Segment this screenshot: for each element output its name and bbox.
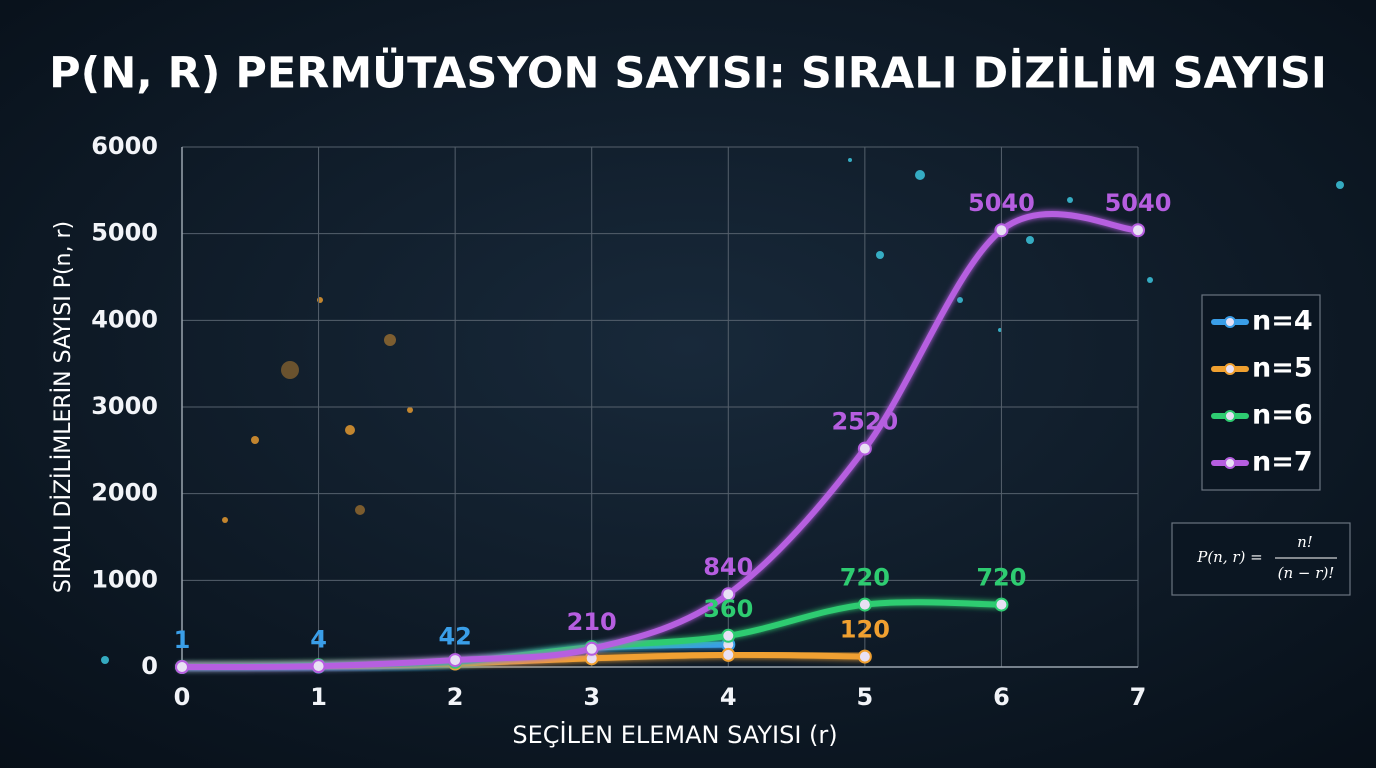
y-tick-label: 1000 bbox=[91, 565, 158, 593]
formula-lhs: P(n, r) = bbox=[1196, 548, 1263, 566]
data-point bbox=[721, 587, 736, 602]
legend-label: n=5 bbox=[1252, 353, 1313, 384]
legend-marker bbox=[1224, 457, 1236, 469]
y-tick-label: 0 bbox=[141, 652, 158, 680]
x-tick-label: 5 bbox=[857, 683, 874, 711]
formula-numerator: n! bbox=[1297, 533, 1313, 551]
data-point bbox=[857, 441, 872, 456]
data-point bbox=[857, 649, 872, 664]
x-tick-label: 6 bbox=[993, 683, 1010, 711]
data-label: 720 bbox=[840, 564, 890, 592]
data-label: 120 bbox=[840, 616, 890, 644]
data-label: 210 bbox=[567, 608, 617, 636]
series-line bbox=[179, 211, 1141, 670]
data-label: 5040 bbox=[968, 189, 1035, 217]
x-tick-label: 0 bbox=[174, 683, 191, 711]
legend-marker bbox=[1224, 363, 1236, 375]
legend-label: n=4 bbox=[1252, 306, 1313, 337]
data-label: 720 bbox=[976, 564, 1026, 592]
formula-denominator: (n − r)! bbox=[1278, 564, 1335, 582]
legend-label: n=6 bbox=[1252, 400, 1313, 431]
x-axis-label: SEÇİLEN ELEMAN SAYISI (r) bbox=[512, 720, 837, 749]
data-label: 1 bbox=[174, 626, 191, 654]
data-point bbox=[857, 597, 872, 612]
data-label: 2520 bbox=[831, 408, 898, 436]
particles bbox=[101, 158, 1344, 664]
data-point bbox=[584, 641, 599, 656]
legend-box bbox=[1201, 294, 1321, 491]
data-point bbox=[994, 223, 1009, 238]
x-tick-label: 3 bbox=[583, 683, 600, 711]
data-point bbox=[721, 647, 736, 662]
formula-box bbox=[1171, 522, 1351, 596]
legend-marker bbox=[1224, 410, 1236, 422]
data-label: 42 bbox=[438, 622, 471, 650]
x-tick-label: 1 bbox=[310, 683, 327, 711]
legend: n=4 n=5 n=6 n=7 bbox=[1211, 306, 1313, 478]
data-point bbox=[448, 653, 463, 668]
data-point bbox=[175, 660, 189, 674]
data-label: 4 bbox=[310, 626, 327, 654]
y-axis-label: SIRALI DİZİLİMLERİN SAYISI P(n, r) bbox=[50, 221, 76, 593]
x-tick-label: 7 bbox=[1130, 683, 1147, 711]
legend-marker bbox=[1224, 316, 1236, 328]
data-point bbox=[311, 659, 326, 674]
data-label: 5040 bbox=[1105, 189, 1172, 217]
y-tick-label: 6000 bbox=[91, 132, 158, 160]
x-tick-label: 2 bbox=[447, 683, 464, 711]
y-tick-label: 4000 bbox=[91, 305, 158, 333]
legend-label: n=7 bbox=[1252, 447, 1313, 478]
data-point bbox=[721, 628, 736, 643]
data-label: 840 bbox=[703, 553, 753, 581]
chart-title: P(N, R) PERMÜTASYON SAYISI: SIRALI DİZİL… bbox=[49, 48, 1327, 99]
y-tick-label: 3000 bbox=[91, 392, 158, 420]
data-point bbox=[1131, 223, 1145, 238]
x-tick-label: 4 bbox=[720, 683, 737, 711]
data-label: 360 bbox=[703, 595, 753, 623]
y-tick-label: 2000 bbox=[91, 479, 158, 507]
data-point bbox=[994, 597, 1009, 612]
y-tick-label: 5000 bbox=[91, 219, 158, 247]
